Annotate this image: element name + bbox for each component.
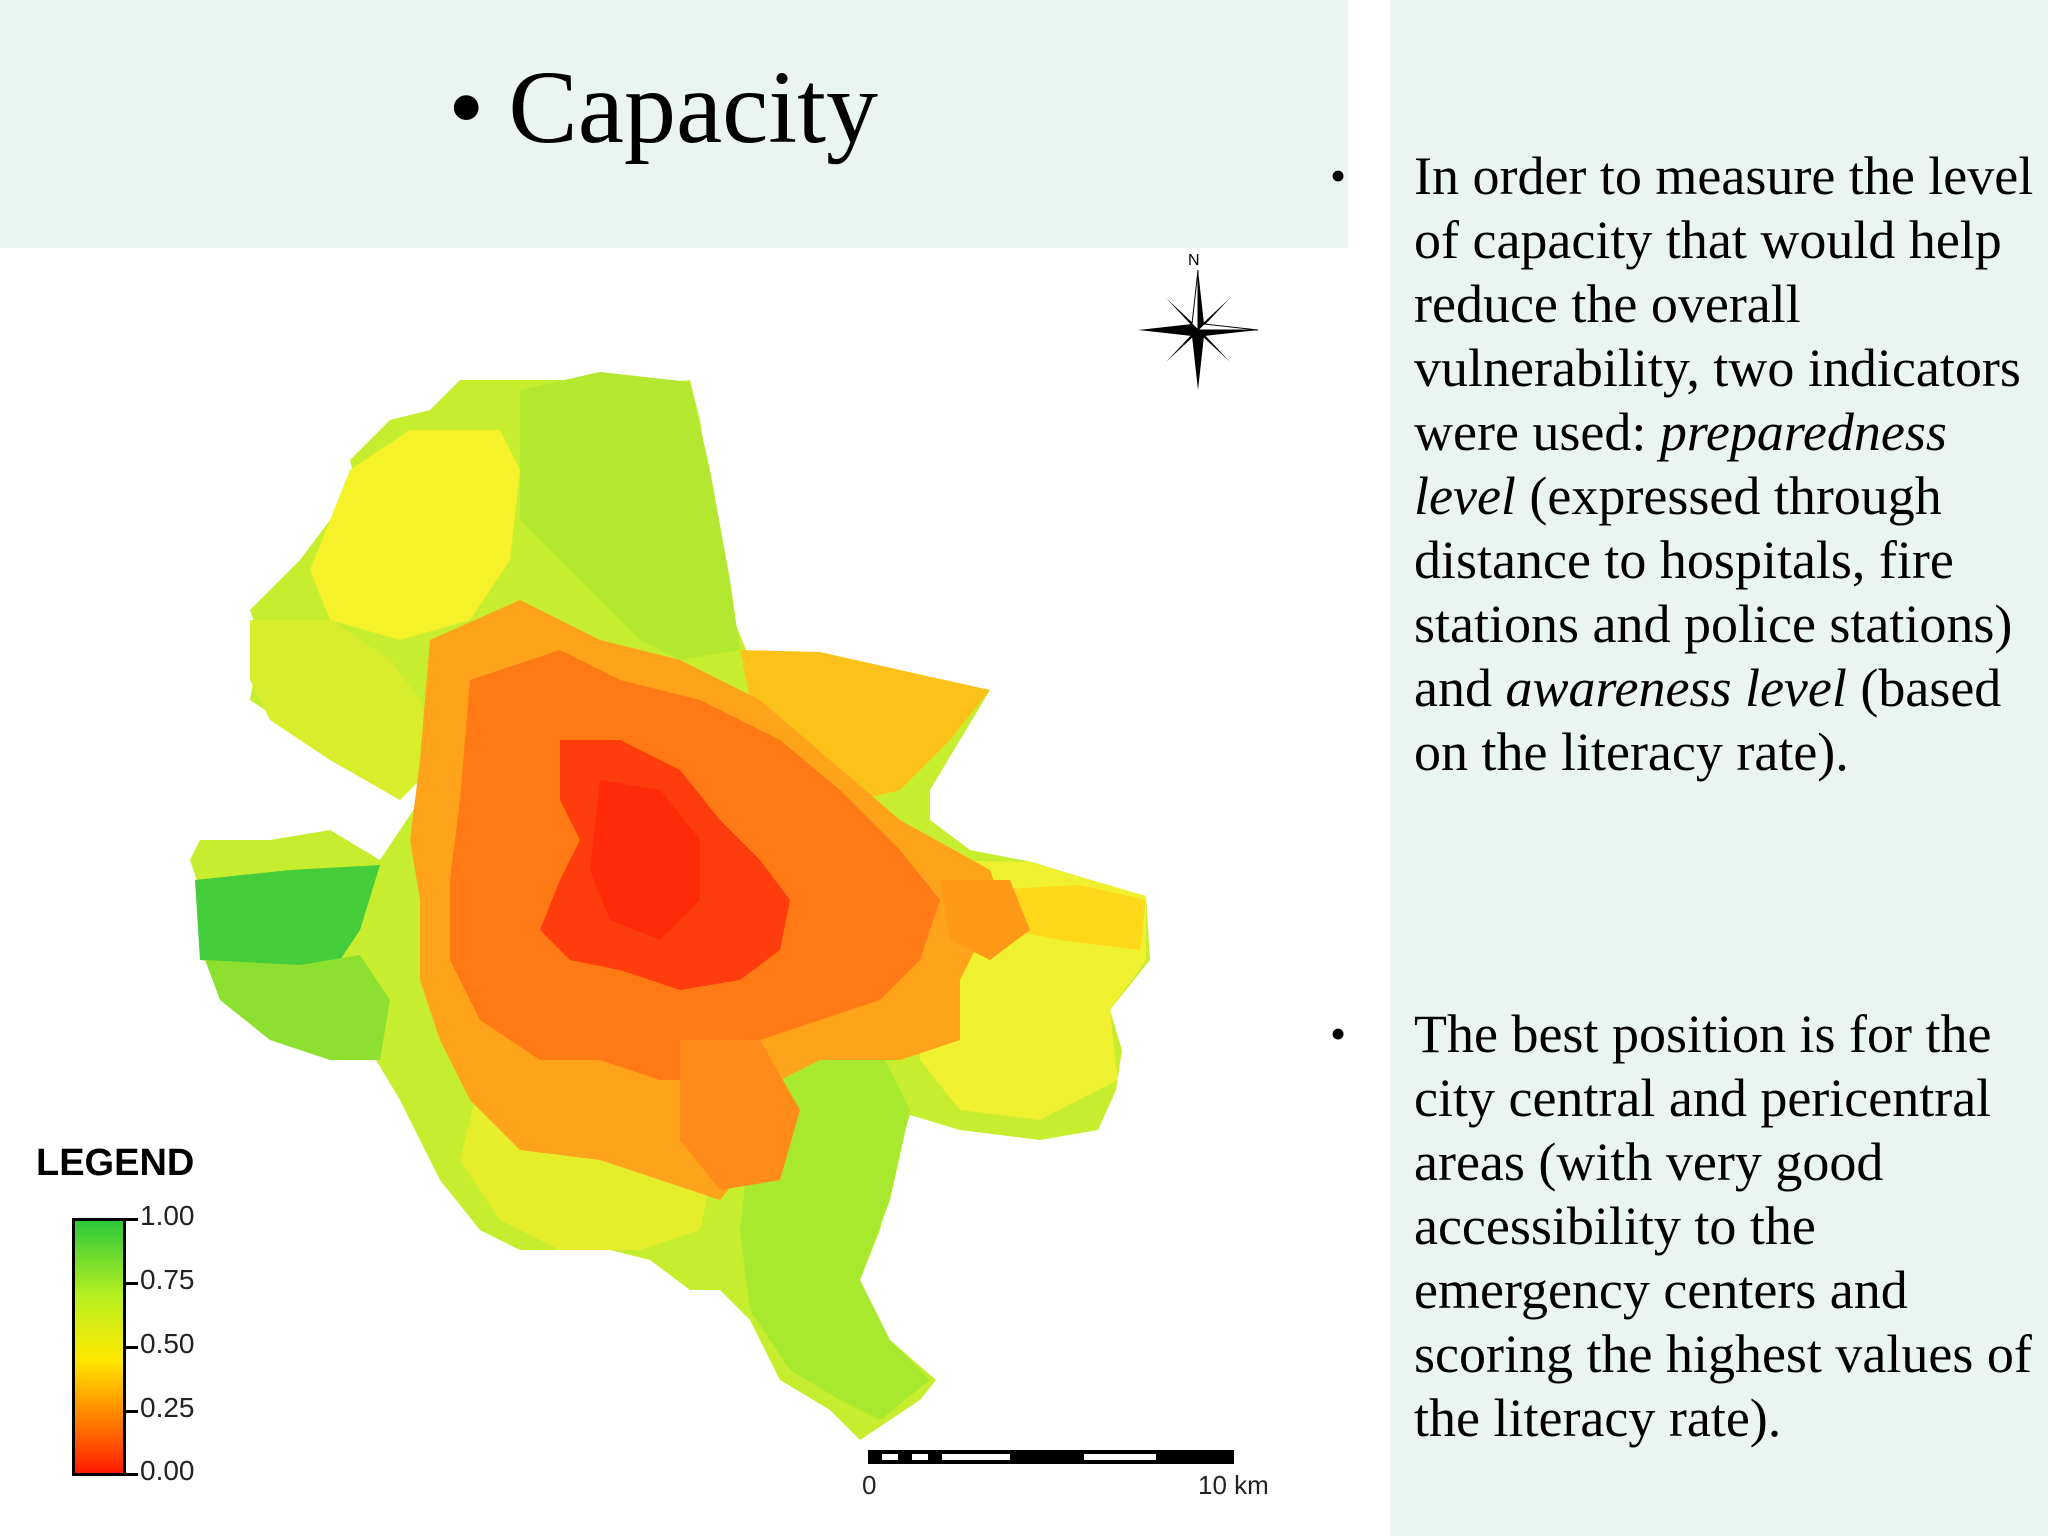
map-region-north-lime [520, 372, 740, 660]
bullet-marker: • [1330, 150, 1347, 201]
bullet-1-part-5: (based on the literacy rate). [1414, 658, 2002, 782]
map-region-west-lime [205, 955, 390, 1060]
legend-label-1-00: 1.00 [140, 1200, 195, 1231]
map-region-northwest-yellow [310, 430, 520, 640]
legend-tick [126, 1218, 138, 1221]
legend-tick [126, 1473, 138, 1476]
scale-label-start: 0 [862, 1470, 877, 1500]
slide-title: • Capacity [448, 56, 878, 160]
title-bullet: • [448, 50, 485, 165]
map-region-west-yellowgreen [250, 620, 440, 800]
bullet-item-2: • The best position is for the city cent… [1330, 1002, 2048, 1462]
legend-label-0-25: 0.25 [140, 1392, 195, 1423]
choropleth-map [190, 372, 1150, 1440]
bullet-1-part-3: (expressed through distance to hospitals… [1414, 466, 2013, 718]
north-label: N [1188, 252, 1200, 269]
legend-tick [126, 1346, 138, 1349]
map-region-red-center [590, 780, 700, 940]
legend-title: LEGEND [36, 1142, 195, 1184]
awareness-level-term: awareness level [1505, 658, 1847, 718]
north-arrow-icon [1138, 270, 1258, 390]
title-band [0, 0, 1348, 248]
legend-label-0-00: 0.00 [140, 1455, 195, 1486]
text-panel-background [1390, 0, 2048, 1536]
legend-tick [126, 1282, 138, 1285]
map-region-south-orange [680, 1040, 800, 1190]
legend-color-ramp [72, 1218, 126, 1476]
bullet-item-1: • In order to measure the level of capac… [1330, 144, 2048, 904]
map-region-east-orange-block [940, 880, 1030, 960]
map-region-east-gold [990, 885, 1146, 950]
bullet-1-part-1: In order to measure the level of capacit… [1414, 146, 2034, 462]
legend-tick [126, 1410, 138, 1413]
bullet-marker: • [1330, 1008, 1347, 1059]
legend-label-0-75: 0.75 [140, 1264, 195, 1295]
preparedness-level-term: preparedness level [1414, 402, 1947, 526]
bullet-text-1: In order to measure the level of capacit… [1414, 144, 2044, 784]
legend-label-0-50: 0.50 [140, 1328, 195, 1359]
scale-label-end: 10 km [1198, 1470, 1269, 1500]
title-text: Capacity [508, 50, 879, 165]
scale-bar [868, 1450, 1234, 1464]
map-region-west-green [195, 865, 380, 970]
bullet-text-2: The best position is for the city centra… [1414, 1004, 2032, 1448]
